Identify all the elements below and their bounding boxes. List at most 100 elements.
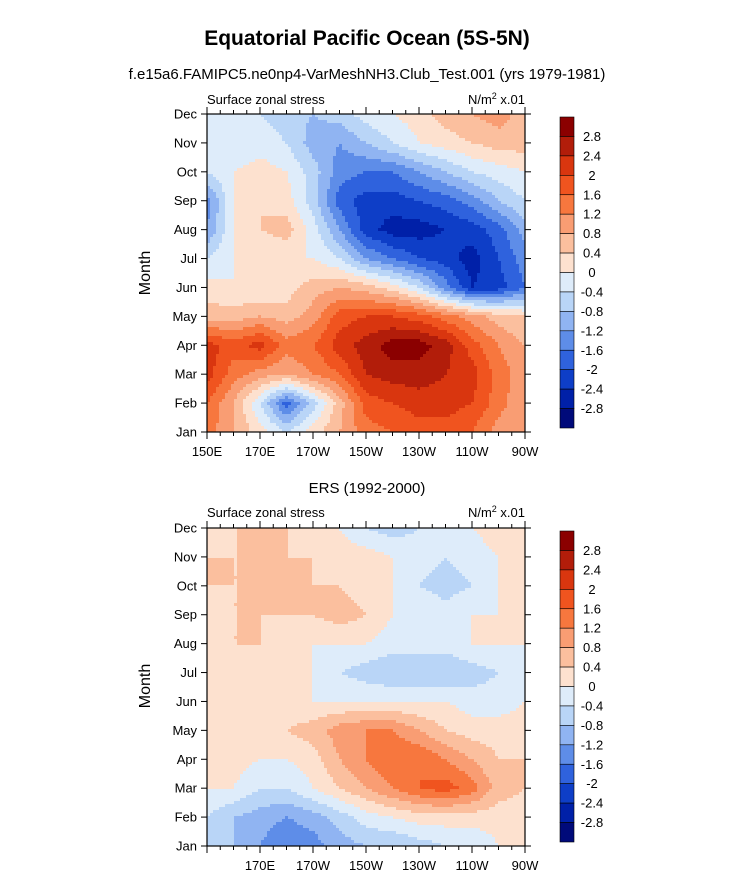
contour-cell: [288, 198, 292, 202]
contour-cell: [435, 186, 439, 190]
contour-cell: [411, 162, 415, 166]
contour-cell: [372, 141, 376, 145]
contour-cell: [477, 231, 481, 235]
contour-cell: [507, 252, 511, 256]
contour-cell: [354, 120, 358, 124]
contour-cell: [369, 192, 373, 196]
contour-cell: [306, 225, 310, 229]
contour-cell: [237, 171, 241, 175]
contour-cell: [213, 249, 217, 253]
contour-cell: [513, 114, 517, 118]
contour-cell: [462, 186, 466, 190]
contour-cell: [384, 138, 388, 142]
contour-cell: [348, 234, 352, 238]
contour-cell: [501, 210, 505, 214]
contour-cell: [408, 249, 412, 253]
contour-cell: [330, 123, 334, 127]
contour-cell: [513, 168, 517, 172]
contour-cell: [240, 153, 244, 157]
contour-cell: [282, 177, 286, 181]
contour-cell: [285, 156, 289, 160]
contour-cell: [276, 144, 280, 148]
contour-cell: [420, 216, 424, 220]
contour-cell: [516, 132, 520, 136]
contour-cell: [297, 114, 301, 118]
contour-cell: [339, 177, 343, 181]
contour-cell: [369, 195, 373, 199]
contour-cell: [516, 192, 520, 196]
contour-cell: [468, 234, 472, 238]
contour-cell: [468, 195, 472, 199]
contour-cell: [207, 114, 211, 118]
contour-cell: [231, 144, 235, 148]
contour-cell: [216, 249, 220, 253]
contour-cell: [426, 123, 430, 127]
contour-cell: [222, 189, 226, 193]
contour-cell: [498, 153, 502, 157]
contour-cell: [465, 162, 469, 166]
contour-cell: [429, 135, 433, 139]
contour-cell: [438, 153, 442, 157]
contour-cell: [507, 132, 511, 136]
contour-cell: [396, 150, 400, 154]
contour-cell: [240, 150, 244, 154]
contour-cell: [360, 126, 364, 130]
contour-cell: [510, 174, 514, 178]
contour-cell: [522, 210, 526, 214]
contour-cell: [507, 123, 511, 127]
contour-cell: [219, 132, 223, 136]
contour-cell: [390, 159, 394, 163]
contour-cell: [234, 144, 238, 148]
contour-cell: [336, 171, 340, 175]
contour-cell: [303, 144, 307, 148]
contour-cell: [357, 138, 361, 142]
contour-cell: [411, 216, 415, 220]
contour-cell: [237, 192, 241, 196]
contour-cell: [207, 174, 211, 178]
contour-cell: [252, 252, 256, 256]
contour-cell: [375, 252, 379, 256]
contour-cell: [228, 177, 232, 181]
contour-cell: [318, 153, 322, 157]
contour-cell: [222, 132, 226, 136]
contour-cell: [351, 174, 355, 178]
contour-cell: [465, 132, 469, 136]
contour-cell: [504, 183, 508, 187]
contour-cell: [288, 252, 292, 256]
contour-cell: [504, 207, 508, 211]
contour-cell: [210, 255, 214, 259]
contour-cell: [252, 168, 256, 172]
contour-cell: [459, 228, 463, 232]
contour-cell: [222, 114, 226, 118]
contour-cell: [471, 150, 475, 154]
contour-cell: [510, 195, 514, 199]
contour-cell: [339, 138, 343, 142]
contour-cell: [243, 201, 247, 205]
contour-cell: [372, 216, 376, 220]
contour-cell: [333, 228, 337, 232]
contour-cell: [390, 162, 394, 166]
contour-cell: [306, 177, 310, 181]
contour-cell: [261, 138, 265, 142]
contour-cell: [453, 144, 457, 148]
contour-cell: [402, 162, 406, 166]
contour-cell: [321, 219, 325, 223]
contour-cell: [459, 252, 463, 256]
contour-cell: [372, 213, 376, 217]
contour-cell: [249, 207, 253, 211]
contour-cell: [513, 219, 517, 223]
contour-cell: [510, 159, 514, 163]
contour-cell: [507, 147, 511, 151]
contour-cell: [210, 174, 214, 178]
contour-cell: [228, 207, 232, 211]
contour-cell: [372, 159, 376, 163]
contour-cell: [474, 123, 478, 127]
contour-cell: [414, 201, 418, 205]
contour-cell: [252, 126, 256, 130]
contour-cell: [372, 225, 376, 229]
contour-cell: [393, 174, 397, 178]
contour-cell: [495, 132, 499, 136]
contour-cell: [318, 114, 322, 118]
contour-cell: [309, 243, 313, 247]
contour-cell: [279, 189, 283, 193]
